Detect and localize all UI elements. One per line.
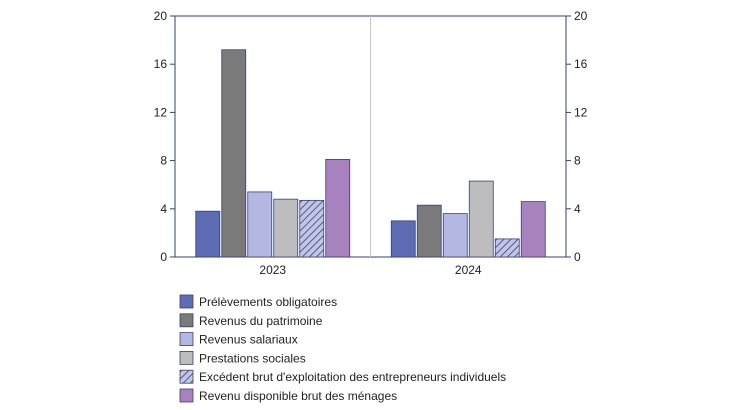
bar xyxy=(273,198,299,258)
bar xyxy=(390,220,416,258)
legend-label: Revenu disponible brut des ménages xyxy=(199,389,397,403)
legend-swatch xyxy=(179,332,194,347)
legend-swatch xyxy=(179,294,194,309)
y-tick-label-left: 4 xyxy=(160,202,167,216)
legend-label: Prestations sociales xyxy=(199,351,306,365)
y-tick-label-right: 20 xyxy=(574,9,588,23)
bar xyxy=(442,213,468,258)
x-category-label: 2023 xyxy=(259,263,286,277)
x-category-label: 2024 xyxy=(455,263,482,277)
legend-swatch xyxy=(179,369,194,384)
legend-label: Excédent brut d'exploitation des entrepr… xyxy=(199,370,506,384)
bar xyxy=(195,210,221,258)
legend-swatch xyxy=(179,350,194,365)
y-tick-label-right: 4 xyxy=(574,202,581,216)
y-tick-label-left: 8 xyxy=(160,154,167,168)
legend-label: Revenus du patrimoine xyxy=(199,314,323,328)
plot-area: 0 0 4 4 8 8 12 12 16 16 20 20 2023 2024 xyxy=(154,9,588,277)
legend-label: Prélèvements obligatoires xyxy=(199,295,337,309)
legend-swatch xyxy=(179,313,194,328)
legend-swatch xyxy=(179,388,194,403)
y-tick-label-left: 16 xyxy=(154,57,168,71)
bar xyxy=(494,238,520,258)
bar xyxy=(221,49,247,258)
legend: Prélèvements obligatoires Revenus du patr… xyxy=(179,294,506,403)
legend-label: Revenus salariaux xyxy=(199,333,298,347)
bar xyxy=(520,201,546,258)
bar xyxy=(468,180,494,258)
bar xyxy=(325,158,351,258)
bar xyxy=(299,199,325,258)
y-tick-label-right: 12 xyxy=(574,105,588,119)
y-tick-label-left: 0 xyxy=(160,250,167,264)
y-tick-label-left: 12 xyxy=(154,105,168,119)
y-tick-label-right: 8 xyxy=(574,154,581,168)
y-tick-label-right: 0 xyxy=(574,250,581,264)
bar xyxy=(247,191,273,258)
y-tick-label-left: 20 xyxy=(154,9,168,23)
y-tick-label-right: 16 xyxy=(574,57,588,71)
bar xyxy=(416,204,442,258)
